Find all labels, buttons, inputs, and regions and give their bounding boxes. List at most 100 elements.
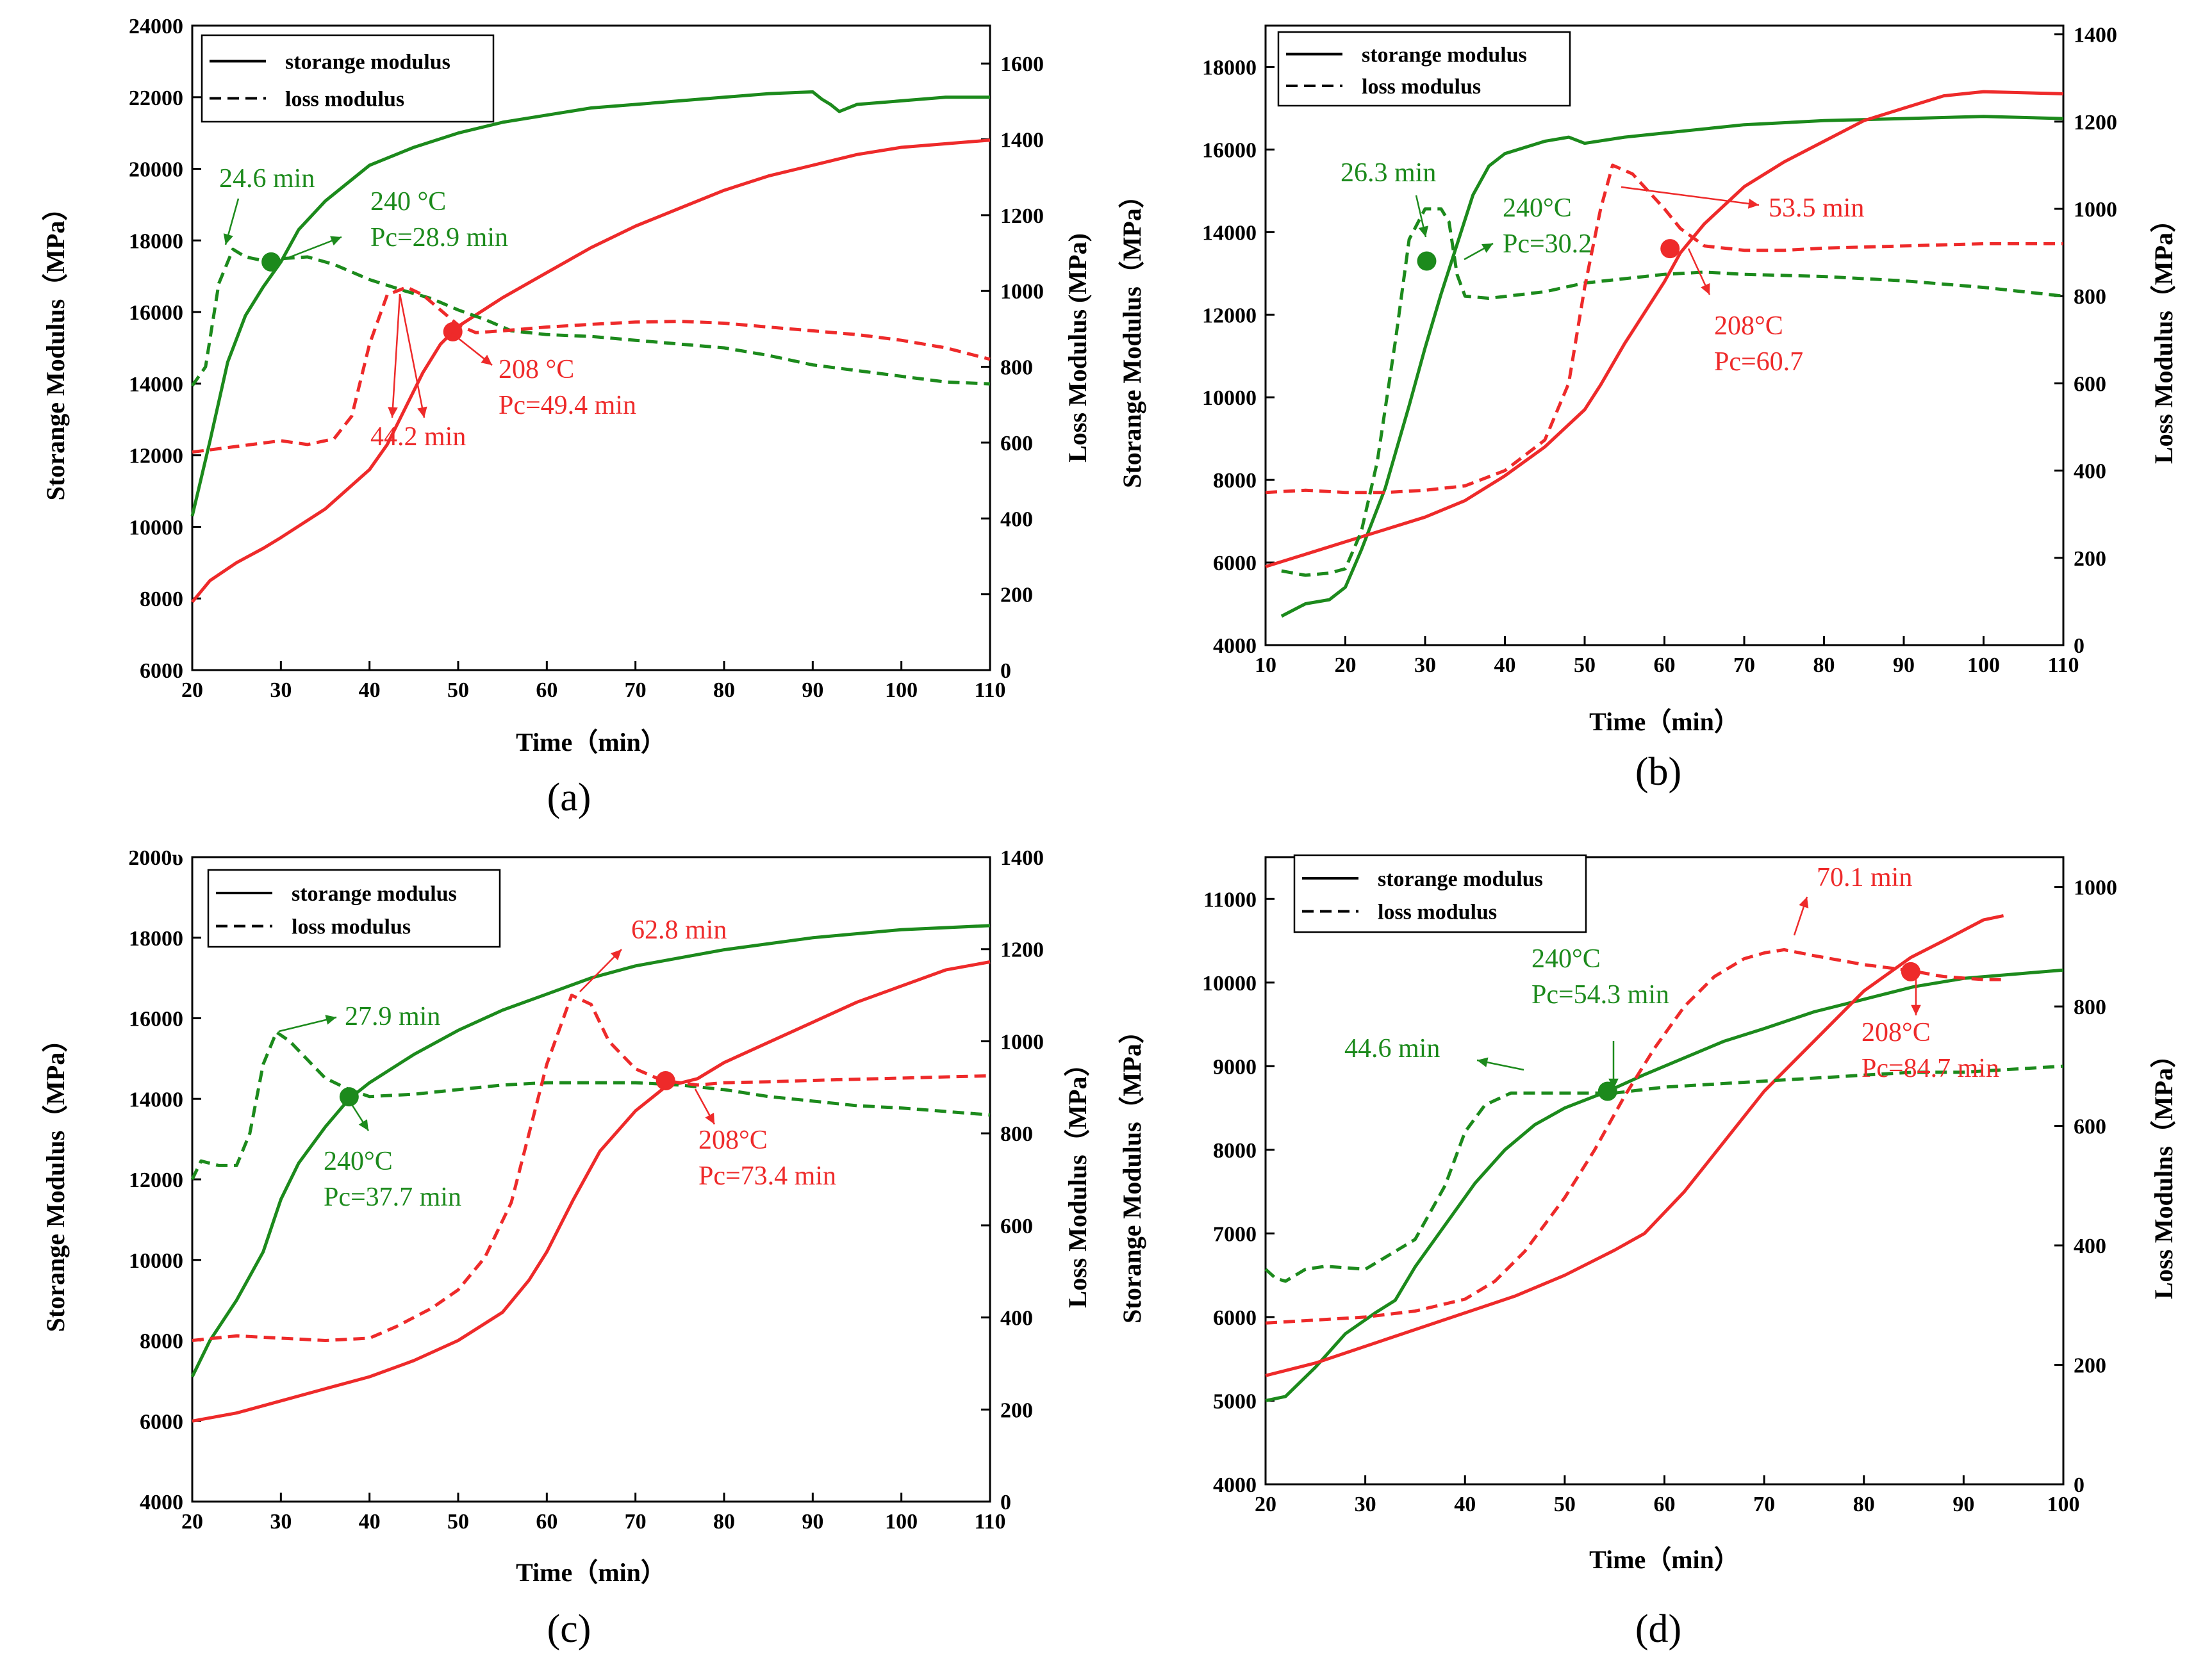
y-left-tick-label: 11000 bbox=[1203, 888, 1257, 912]
x-tick-label: 30 bbox=[270, 1510, 292, 1534]
legend-label-loss: loss modulus bbox=[285, 88, 404, 111]
x-tick-label: 100 bbox=[2047, 1493, 2080, 1516]
annotation-text: 240°C bbox=[324, 1147, 393, 1176]
series-line-red-loss bbox=[1265, 948, 2004, 1325]
legend-label-storage: storange modulus bbox=[292, 882, 457, 906]
annotation-text: 208°C bbox=[1714, 311, 1783, 341]
x-tick-label: 50 bbox=[1574, 653, 1596, 677]
legend-box bbox=[207, 869, 501, 948]
annotation-text: 24.6 min bbox=[219, 164, 315, 193]
annotation-text: 208°C bbox=[698, 1126, 768, 1155]
annotation-text: 70.1 min bbox=[1817, 863, 1912, 892]
y-right-tick-label: 1400 bbox=[1000, 129, 1044, 152]
series-line-red-loss bbox=[192, 994, 991, 1342]
gel-point-marker-red bbox=[443, 322, 463, 341]
chart-panel-3: 20 30 40 50 60 70 80 90 100 110400060008000100001… bbox=[41, 846, 1092, 1651]
y-left-tick-label: 16000 bbox=[1202, 138, 1257, 162]
y-right-tick-label: 800 bbox=[2074, 996, 2106, 1019]
series-line-red-storage bbox=[191, 138, 991, 603]
y-left-tick-label: 16000 bbox=[129, 1008, 183, 1031]
x-tick-label: 50 bbox=[447, 1510, 469, 1534]
legend-label-storage: storange modulus bbox=[1362, 44, 1527, 67]
x-tick-label: 60 bbox=[536, 1510, 557, 1534]
x-tick-label: 20 bbox=[181, 1510, 203, 1534]
y-left-tick-label: 22000 bbox=[129, 86, 183, 110]
annotation-text: Pc=54.3 min bbox=[1531, 980, 1669, 1010]
x-tick-label: 110 bbox=[974, 1510, 1005, 1534]
annotation-text: 44.6 min bbox=[1344, 1034, 1440, 1063]
annotation-arrowhead bbox=[1701, 283, 1710, 295]
plot-frame bbox=[191, 856, 991, 1503]
y-left-tick-label: 14000 bbox=[129, 373, 183, 397]
y-left-tick-label: 6000 bbox=[140, 1410, 183, 1434]
x-tick-label: 110 bbox=[974, 678, 1005, 702]
y-right-tick-label: 600 bbox=[1000, 1215, 1033, 1238]
x-tick-label: 20 bbox=[181, 678, 203, 702]
y-left-tick-label: 8000 bbox=[140, 587, 183, 611]
y-right-tick-label: 400 bbox=[2074, 1234, 2106, 1258]
chart-panel-1: 20 30 40 50 60 70 80 90 100 110600080001000012000… bbox=[41, 15, 1092, 819]
legend-label-storage: storange modulus bbox=[285, 51, 450, 74]
y-left-tick-label: 8000 bbox=[1213, 469, 1257, 493]
legend-label-loss: loss modulus bbox=[292, 915, 411, 939]
y-left-axis-label: Storange Modulus（MPa） bbox=[1118, 1018, 1146, 1324]
y-left-tick-label: 6000 bbox=[1213, 552, 1257, 575]
annotation-arrowhead bbox=[1608, 1078, 1619, 1089]
x-tick-label: 40 bbox=[1454, 1493, 1476, 1516]
annotation-text: 44.2 min bbox=[370, 422, 466, 452]
series-line-green-loss bbox=[1264, 1064, 2064, 1283]
annotation-arrowhead bbox=[1799, 897, 1809, 908]
annotation-arrowhead bbox=[1477, 1057, 1489, 1067]
y-right-tick-label: 400 bbox=[2074, 460, 2106, 484]
y-right-tick-label: 1000 bbox=[2074, 876, 2117, 900]
y-right-tick-label: 1400 bbox=[2074, 24, 2117, 47]
y-left-tick-label: 24000 bbox=[129, 15, 183, 38]
y-right-tick-label: 0 bbox=[2074, 1473, 2084, 1497]
y-right-tick-label: 1400 bbox=[1000, 846, 1044, 870]
chart-panel-2: 10 20 30 40 50 60 70 80 90 100 1104000600080001000… bbox=[1118, 24, 2178, 794]
panel-caption: (c) bbox=[547, 1607, 591, 1651]
y-left-tick-label: 4000 bbox=[1213, 634, 1257, 658]
series-line-red-storage bbox=[1265, 90, 2064, 568]
y-right-tick-label: 0 bbox=[2074, 634, 2084, 658]
gel-point-marker-green bbox=[339, 1087, 359, 1107]
legend-box bbox=[201, 34, 495, 123]
annotation-text: 208 °C bbox=[499, 355, 574, 384]
x-tick-label: 110 bbox=[2047, 653, 2079, 677]
x-axis-label: Time（min） bbox=[1589, 1545, 1740, 1574]
legend-box bbox=[1293, 854, 1587, 933]
gel-point-marker-green bbox=[261, 252, 281, 272]
y-right-tick-label: 600 bbox=[2074, 372, 2106, 396]
y-right-tick-label: 1000 bbox=[1000, 1030, 1044, 1054]
x-tick-label: 30 bbox=[1414, 653, 1436, 677]
y-left-tick-label: 5000 bbox=[1213, 1389, 1257, 1413]
legend-label-storage: storange modulus bbox=[1378, 867, 1543, 891]
annotation-arrowhead bbox=[481, 354, 492, 365]
y-left-tick-label: 14000 bbox=[129, 1088, 183, 1111]
panel-caption: (a) bbox=[547, 776, 591, 819]
annotation-text: Pc=60.7 bbox=[1714, 347, 1803, 377]
x-tick-label: 90 bbox=[1952, 1493, 1974, 1516]
x-tick-label: 20 bbox=[1335, 653, 1357, 677]
x-tick-label: 40 bbox=[1494, 653, 1516, 677]
y-left-tick-label: 6000 bbox=[140, 659, 183, 683]
gel-point-marker-green bbox=[1417, 251, 1437, 271]
x-tick-label: 80 bbox=[1813, 653, 1835, 677]
annotation-arrow bbox=[275, 236, 342, 264]
x-tick-label: 60 bbox=[1654, 653, 1676, 677]
gel-point-marker-red bbox=[1660, 239, 1680, 259]
series-line-green-storage bbox=[1265, 968, 2064, 1402]
y-right-tick-label: 800 bbox=[1000, 1122, 1033, 1146]
x-axis-label: Time（min） bbox=[516, 728, 666, 757]
annotation-arrowhead bbox=[1911, 1004, 1921, 1015]
y-right-tick-label: 1200 bbox=[2074, 111, 2117, 135]
annotation-text: 240°C bbox=[1531, 944, 1601, 974]
y-right-tick-label: 800 bbox=[1000, 356, 1033, 380]
y-left-tick-label: 4000 bbox=[140, 1491, 183, 1514]
x-tick-label: 50 bbox=[447, 678, 469, 702]
y-right-tick-label: 400 bbox=[1000, 1307, 1033, 1331]
x-tick-label: 60 bbox=[536, 678, 557, 702]
y-left-tick-label: 12000 bbox=[129, 1168, 183, 1192]
y-right-tick-label: 1000 bbox=[1000, 280, 1044, 304]
series-line-green-storage bbox=[190, 924, 991, 1378]
